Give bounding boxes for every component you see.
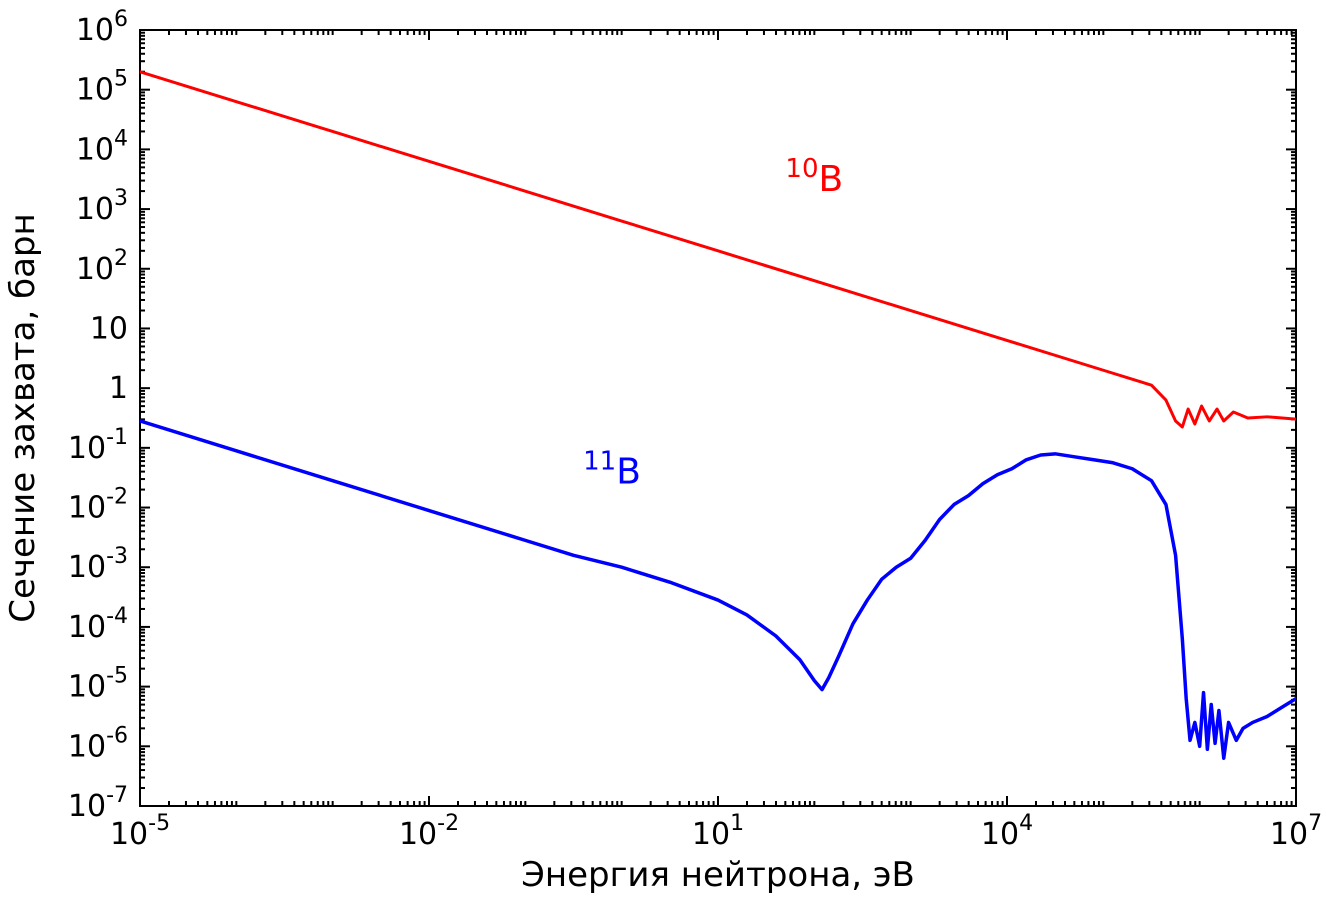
x-tick-label: 101	[692, 811, 744, 852]
y-tick-label: 103	[76, 186, 128, 227]
y-tick-label: 10-6	[68, 723, 128, 764]
y-tick-label: 10-1	[68, 425, 128, 466]
chart-container: 10-510-210110410710-710-610-510-410-310-…	[0, 0, 1326, 906]
y-tick-label: 104	[76, 126, 128, 167]
y-tick-label: 106	[76, 7, 128, 48]
y-tick-label: 10-3	[68, 544, 128, 585]
y-tick-label: 10-2	[68, 485, 128, 526]
x-tick-label: 10-2	[399, 811, 459, 852]
series-B11	[140, 421, 1296, 758]
series-B10	[140, 72, 1296, 427]
series-label-B11: 11B	[583, 447, 641, 493]
series-label-B10: 10B	[785, 154, 843, 200]
y-tick-label: 1	[109, 371, 128, 406]
x-axis-label: Энергия нейтрона, эВ	[521, 855, 915, 895]
x-tick-label: 107	[1270, 811, 1322, 852]
cross-section-chart: 10-510-210110410710-710-610-510-410-310-…	[0, 0, 1326, 906]
y-tick-label: 10-5	[68, 664, 128, 705]
y-tick-label: 10	[90, 311, 128, 346]
x-tick-label: 10-5	[110, 811, 170, 852]
plot-frame	[140, 30, 1296, 806]
y-tick-label: 105	[76, 67, 128, 108]
y-tick-label: 102	[76, 246, 128, 287]
x-tick-label: 104	[981, 811, 1033, 852]
y-tick-label: 10-4	[68, 604, 128, 645]
y-axis-label: Сечение захвата, барн	[3, 213, 43, 623]
